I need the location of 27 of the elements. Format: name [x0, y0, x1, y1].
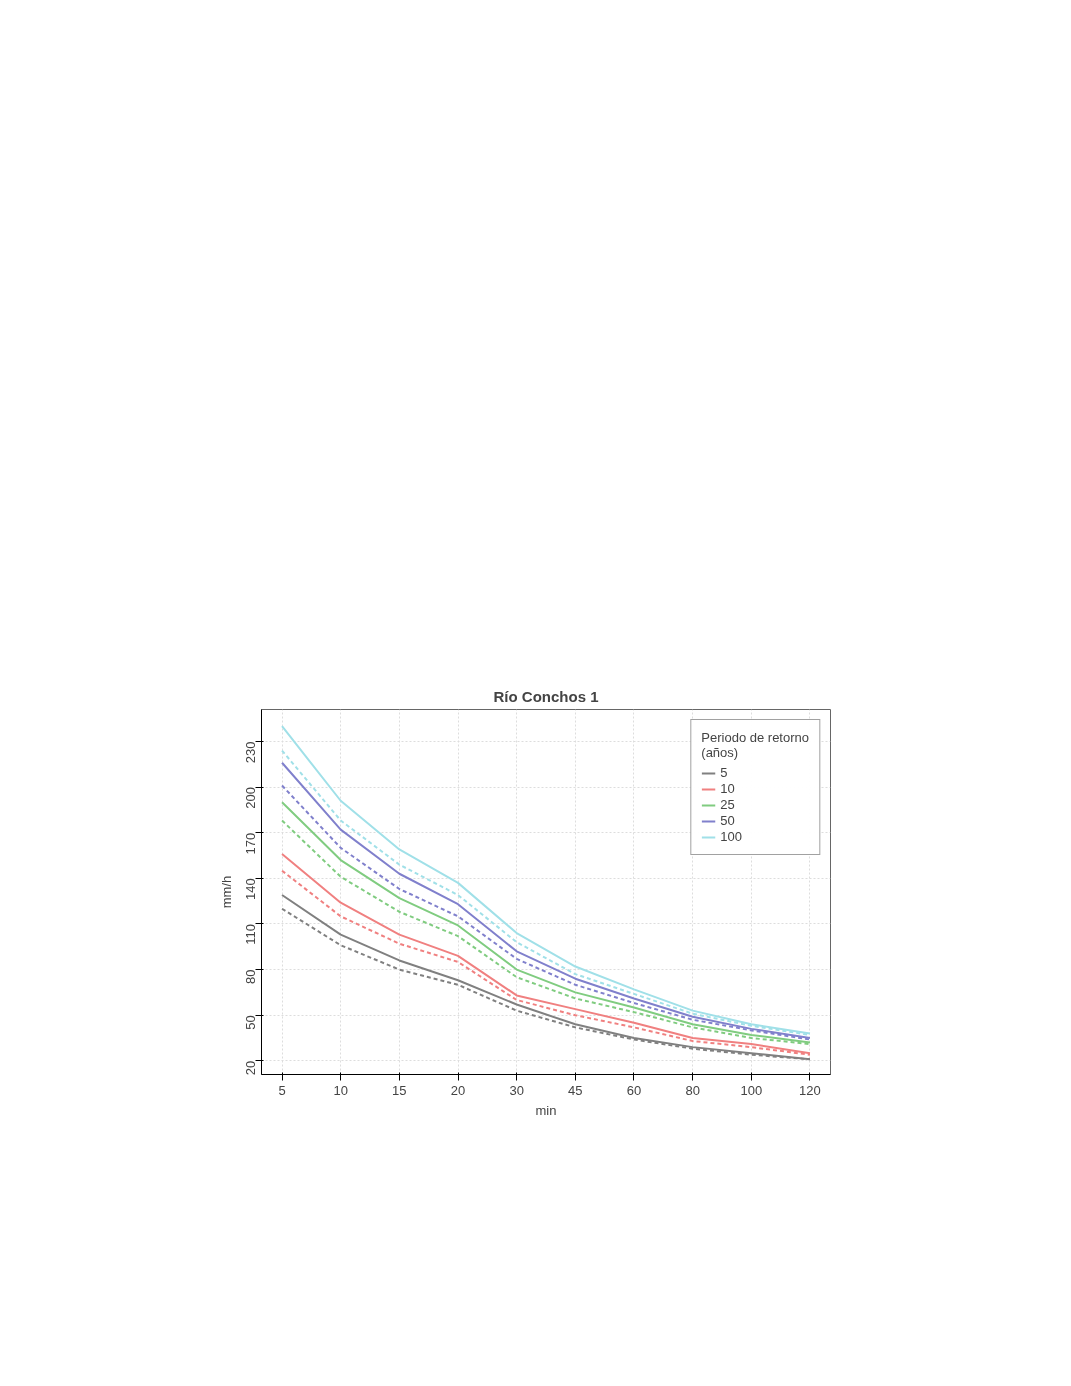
y-axis-title: mm/h — [218, 875, 234, 909]
x-tick-label: 20 — [450, 1082, 466, 1098]
legend-label: 10 — [720, 781, 736, 796]
y-tick-label: 80 — [243, 969, 258, 985]
x-axis-title: min — [535, 1102, 557, 1118]
x-tick-label: 45 — [568, 1082, 583, 1098]
legend-label: 25 — [720, 797, 736, 812]
y-tick-label: 200 — [243, 787, 258, 809]
x-tick-label: 30 — [509, 1082, 524, 1098]
y-tick-label: 170 — [243, 832, 258, 855]
x-tick-label: 60 — [626, 1082, 642, 1098]
legend-label: 5 — [720, 765, 729, 780]
chart-title: Río Conchos 1 — [493, 687, 599, 705]
legend-label: 50 — [720, 813, 736, 828]
y-tick-label: 140 — [243, 878, 258, 900]
y-tick-label: 20 — [243, 1060, 258, 1076]
x-tick-label: 80 — [685, 1082, 700, 1098]
x-tick-label: 100 — [740, 1082, 763, 1098]
legend-label: 100 — [720, 829, 743, 844]
x-tick-label: 5 — [278, 1082, 286, 1098]
y-tick-label: 50 — [243, 1015, 258, 1030]
y-tick-label: 110 — [243, 923, 258, 945]
x-tick-label: 10 — [333, 1082, 348, 1098]
legend-title: Periodo de retorno (años) — [701, 730, 809, 760]
y-tick-label: 230 — [243, 741, 258, 764]
x-tick-label: 120 — [799, 1082, 821, 1098]
x-tick-label: 15 — [392, 1082, 407, 1098]
